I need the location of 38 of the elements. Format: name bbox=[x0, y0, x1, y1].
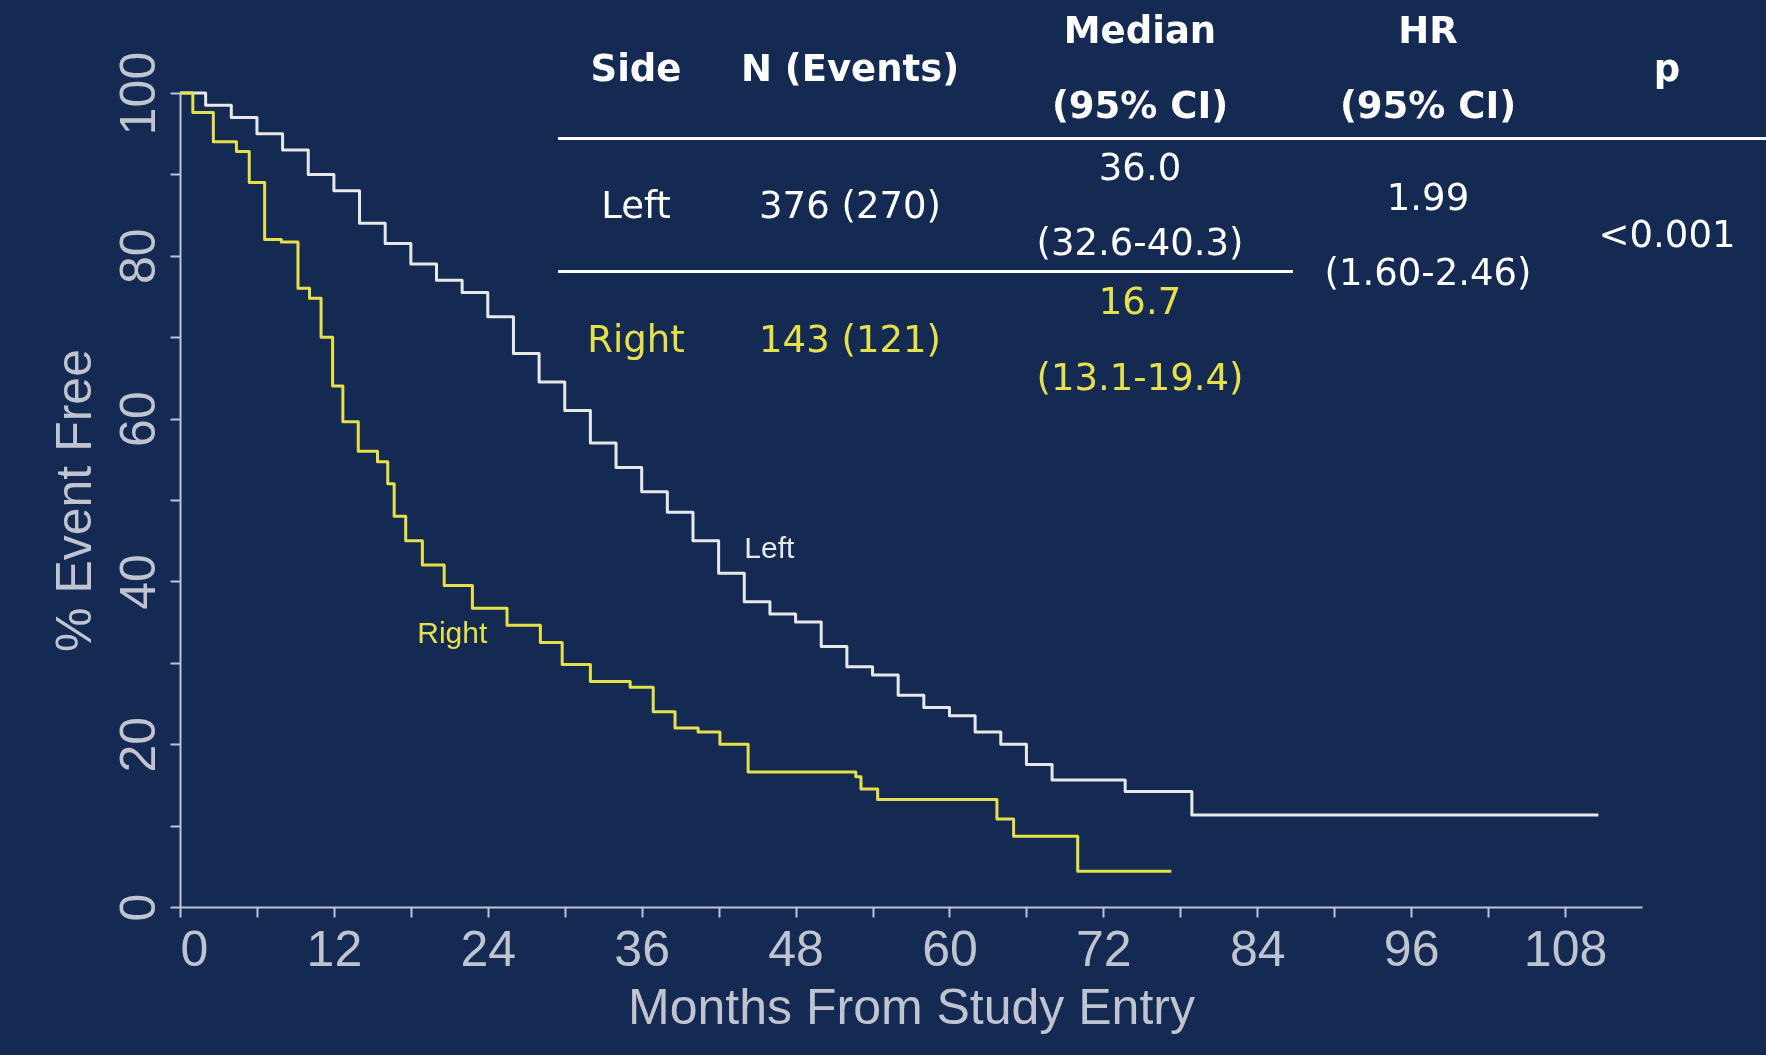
y-tick-label: 60 bbox=[109, 391, 166, 447]
annotation: 376 (270) bbox=[759, 183, 941, 227]
annotation: 16.7 bbox=[1098, 279, 1182, 323]
x-axis-title: Months From Study Entry bbox=[628, 978, 1195, 1035]
text: N (Events) bbox=[740, 46, 960, 90]
text: p bbox=[1653, 46, 1681, 90]
x-tick-label: 60 bbox=[922, 920, 978, 977]
x-tick-label: 36 bbox=[614, 920, 670, 977]
annotation: Left bbox=[601, 183, 671, 227]
annotation: <0.001 bbox=[1598, 212, 1736, 256]
annotation: (32.6-40.3) bbox=[1036, 220, 1244, 264]
text: Median bbox=[1063, 8, 1217, 52]
y-tick-label: 0 bbox=[109, 893, 166, 922]
y-tick-label: 40 bbox=[109, 554, 166, 610]
annotation: (95% CI) bbox=[1051, 83, 1229, 127]
y-tick-label: 20 bbox=[109, 716, 166, 773]
annotation: (95% CI) bbox=[1339, 83, 1517, 127]
annotation: Right bbox=[587, 317, 685, 361]
x-tick-label: 0 bbox=[180, 920, 209, 977]
text: HR bbox=[1398, 8, 1458, 52]
x-tick-label: 84 bbox=[1229, 920, 1286, 977]
x-tick-label: 108 bbox=[1523, 920, 1608, 977]
y-tick-label: 80 bbox=[109, 228, 166, 285]
y-tick-label: 100 bbox=[109, 51, 166, 136]
x-tick-label: 48 bbox=[768, 920, 824, 977]
annotation: (1.60-2.46) bbox=[1324, 250, 1532, 294]
x-tick-label: 24 bbox=[460, 920, 517, 977]
annotation: (13.1-19.4) bbox=[1036, 355, 1244, 399]
y-axis-title: % Event Free bbox=[45, 349, 102, 652]
annotation: 1.99 bbox=[1386, 175, 1470, 219]
text: Side bbox=[590, 46, 682, 90]
x-tick-label: 12 bbox=[306, 920, 363, 977]
series-label: Right bbox=[417, 616, 488, 650]
x-tick-label: 72 bbox=[1076, 920, 1132, 977]
x-tick-label: 96 bbox=[1383, 920, 1440, 977]
series-label: Left bbox=[744, 530, 795, 564]
annotation: 36.0 bbox=[1098, 145, 1182, 189]
annotation: 143 (121) bbox=[759, 317, 941, 361]
